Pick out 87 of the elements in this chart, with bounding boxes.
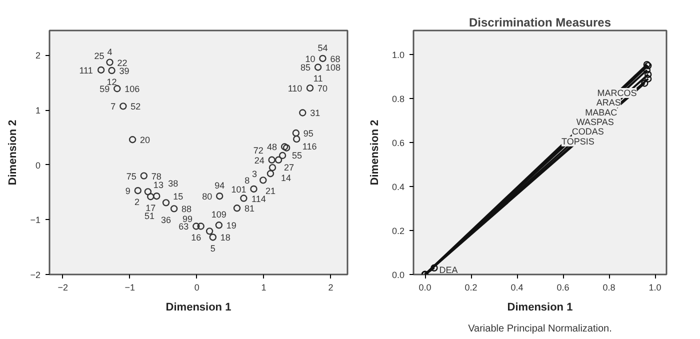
series-label: WASPAS bbox=[576, 116, 614, 127]
x-tick-label: 0.2 bbox=[464, 282, 478, 292]
annotation: 109 bbox=[211, 210, 226, 220]
annotation: 31 bbox=[310, 108, 320, 118]
x-tick-label: −2 bbox=[58, 282, 68, 292]
y-tick-label: 0.4 bbox=[392, 182, 405, 192]
annotation: 101 bbox=[231, 184, 246, 194]
annotation: 88 bbox=[182, 204, 192, 214]
annotation: 15 bbox=[173, 192, 184, 202]
series-label: MARCOS bbox=[597, 88, 637, 98]
annotation: 4 bbox=[107, 46, 112, 57]
x-axis-title: Dimension 1 bbox=[166, 302, 232, 314]
series-label: CODAS bbox=[572, 126, 604, 137]
annotation: 19 bbox=[226, 220, 236, 231]
annotation: 16 bbox=[191, 232, 202, 243]
annotation: 22 bbox=[117, 58, 128, 68]
annotation: 5 bbox=[210, 244, 216, 254]
annotation: 48 bbox=[267, 142, 278, 152]
annotation: 81 bbox=[244, 204, 255, 214]
x-tick-label: 1 bbox=[261, 282, 266, 292]
x-tick-label: 2 bbox=[328, 282, 334, 292]
series-label: MABAC bbox=[585, 107, 618, 118]
annotation: 18 bbox=[220, 232, 230, 243]
y-tick-label: −2 bbox=[30, 270, 41, 280]
annotation: 11 bbox=[313, 74, 323, 84]
x-tick-label: −1 bbox=[124, 282, 135, 292]
annotation: 38 bbox=[168, 178, 178, 189]
annotation: 9 bbox=[125, 186, 130, 196]
series-label: ARAS bbox=[596, 98, 621, 108]
annotation: 99 bbox=[182, 214, 193, 224]
y-tick-label: 0.2 bbox=[392, 226, 405, 236]
annotation: 108 bbox=[326, 62, 341, 73]
series-label: DEA bbox=[439, 264, 458, 275]
annotation: 55 bbox=[292, 150, 302, 160]
annotation: 27 bbox=[284, 162, 294, 172]
annotation: 3 bbox=[252, 169, 257, 180]
y-tick-label: 1 bbox=[35, 106, 41, 116]
x-tick-label: 1.0 bbox=[648, 282, 662, 292]
annotation: 2 bbox=[134, 197, 140, 208]
annotation: 7 bbox=[110, 102, 116, 112]
x-tick-label: 0.6 bbox=[556, 282, 570, 292]
y-tick-label: 2 bbox=[35, 50, 41, 61]
y-tick-label: −1 bbox=[30, 215, 41, 226]
y-tick-label: 0.0 bbox=[392, 270, 405, 280]
annotation: 51 bbox=[144, 211, 155, 222]
annotation: 75 bbox=[126, 171, 136, 182]
annotation: 85 bbox=[300, 62, 311, 73]
annotation: 110 bbox=[288, 84, 302, 94]
y-axis-title: Dimension 2 bbox=[368, 120, 381, 186]
x-tick-label: 0.0 bbox=[418, 282, 432, 292]
series-label: TOPSIS bbox=[562, 136, 594, 146]
annotation: 106 bbox=[124, 84, 140, 94]
annotation: 70 bbox=[317, 84, 328, 94]
x-tick-label: 0.4 bbox=[510, 282, 524, 292]
y-tick-label: 0.6 bbox=[392, 138, 405, 148]
y-tick-label: 1.0 bbox=[392, 50, 405, 60]
annotation: 8 bbox=[244, 176, 250, 186]
annotation: 24 bbox=[254, 155, 264, 166]
annotation: 114 bbox=[252, 194, 266, 204]
annotation: 78 bbox=[151, 171, 162, 182]
annotation: 111 bbox=[79, 65, 93, 76]
annotation: 39 bbox=[119, 66, 130, 76]
annotation: 17 bbox=[146, 203, 156, 214]
annotation: 20 bbox=[140, 135, 150, 146]
annotation: 116 bbox=[302, 142, 317, 152]
y-tick-label: 0.8 bbox=[392, 94, 405, 104]
annotation: 94 bbox=[214, 180, 225, 191]
annotation: 80 bbox=[202, 192, 212, 202]
annotation: 14 bbox=[280, 173, 292, 184]
annotation: 95 bbox=[303, 128, 314, 139]
y-axis-title: Dimension 2 bbox=[7, 120, 20, 186]
annotation: 54 bbox=[318, 42, 328, 53]
annotation: 36 bbox=[161, 215, 172, 226]
annotation: 13 bbox=[153, 180, 164, 190]
annotation: 72 bbox=[253, 145, 264, 156]
y-tick-label: 0 bbox=[35, 160, 41, 170]
annotation: 52 bbox=[130, 102, 141, 112]
annotation: 25 bbox=[94, 50, 104, 61]
annotation: 10 bbox=[305, 54, 316, 64]
annotation: 68 bbox=[330, 54, 340, 64]
x-axis-title: Dimension 1 bbox=[507, 302, 573, 314]
x-tick-label: 0 bbox=[194, 282, 200, 292]
annotation: 63 bbox=[178, 222, 189, 232]
annotation: 21 bbox=[265, 186, 276, 196]
text: Variable Principal Normalization. bbox=[468, 324, 612, 334]
x-tick-label: 0.8 bbox=[602, 282, 616, 292]
chart-title: Discrimination Measures bbox=[468, 16, 612, 30]
